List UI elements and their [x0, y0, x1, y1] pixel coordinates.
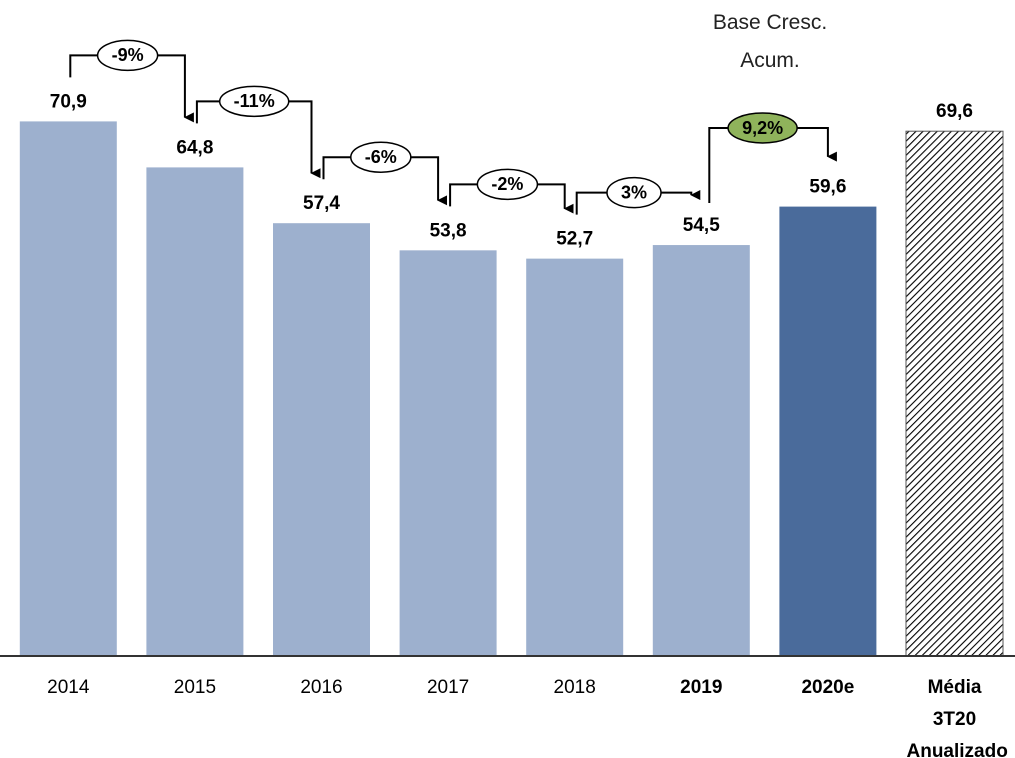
- growth-ellipse: [476, 168, 539, 201]
- x-tick-label: 2015: [173, 677, 217, 698]
- x-tick-label: 2014: [47, 677, 90, 698]
- growth-ellipse: [96, 39, 159, 72]
- value-label: 59,6: [809, 177, 846, 198]
- bar: [273, 223, 370, 657]
- growth-label: -9%: [112, 45, 144, 65]
- value-label: 70,9: [50, 91, 87, 112]
- growth-badge: -9%: [96, 39, 159, 72]
- value-label: 54,5: [683, 215, 720, 236]
- growth-ellipse: [606, 176, 662, 209]
- growth-ellipse: [727, 112, 798, 144]
- growth-badge: 3%: [606, 176, 662, 209]
- bar: [526, 258, 624, 656]
- value-label: 53,8: [430, 220, 467, 241]
- growth-label: -2%: [491, 174, 523, 194]
- growth-label: 9,2%: [742, 118, 783, 138]
- growth-badge: -2%: [476, 168, 539, 201]
- value-label: 64,8: [176, 137, 213, 158]
- bar: [19, 121, 117, 656]
- growth-ellipse: [350, 141, 412, 173]
- bar: [779, 206, 877, 656]
- growth-label: -11%: [234, 91, 275, 111]
- bar: [146, 167, 244, 656]
- bar: [905, 130, 1004, 657]
- x-tick-label: 2019: [680, 677, 723, 698]
- x-tick-label: 2017: [426, 677, 470, 698]
- growth-badge: -6%: [350, 141, 412, 173]
- growth-badge: 9,2%: [727, 112, 798, 144]
- growth-label: -6%: [365, 147, 397, 167]
- x-tick-label: Média 3T20 Anualizado: [906, 677, 1008, 758]
- annotation: Base Cresc. Acum.: [712, 11, 828, 72]
- x-tick-label: 2016: [300, 677, 343, 698]
- bar: [399, 250, 497, 656]
- x-tick-label: 2020e: [801, 677, 855, 698]
- x-tick-label: 2018: [553, 677, 596, 698]
- growth-ellipse: [218, 85, 290, 118]
- value-label: 69,6: [936, 101, 973, 122]
- value-label: 52,7: [556, 229, 593, 250]
- value-label: 57,4: [303, 193, 340, 214]
- growth-label: 3%: [621, 182, 647, 202]
- growth-badge: -11%: [218, 85, 290, 118]
- bar: [652, 245, 750, 656]
